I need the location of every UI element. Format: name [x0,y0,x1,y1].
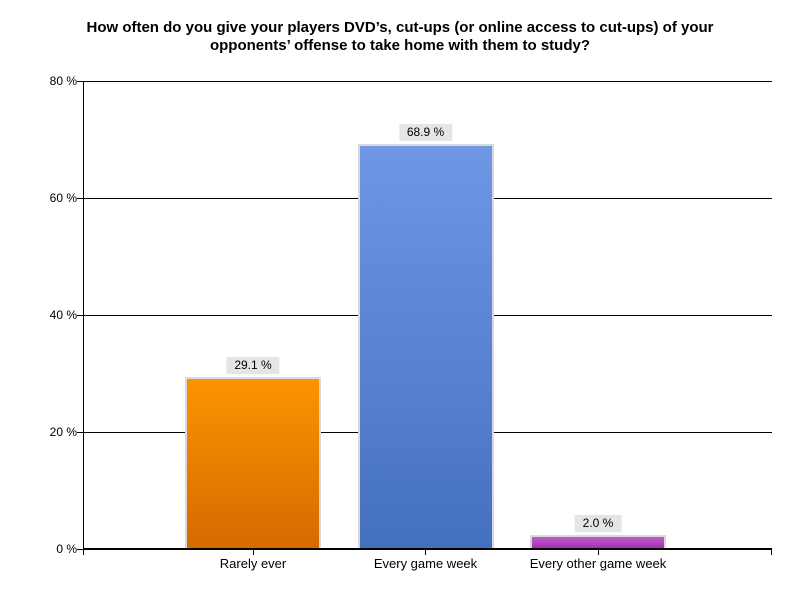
y-axis-tick [77,80,83,82]
y-axis-tick [77,197,83,199]
y-axis-tick [77,314,83,316]
bar-every-game-week [357,144,494,549]
bar-value-label-rarely-ever: 29.1 % [226,357,280,374]
gridline-80 [83,80,772,82]
y-axis-tick [77,548,83,550]
bar-value-label-every-other-game-week: 2.0 % [574,515,622,532]
y-axis-tick-label: 80 % [49,74,77,88]
y-axis-tick [77,431,83,433]
x-axis-tick-rarely-ever [252,549,254,555]
y-axis-tick-label: 60 % [49,191,77,205]
x-axis-category-label-rarely-ever: Rarely ever [219,556,287,571]
bar-every-other-game-week [530,535,666,549]
bar-rarely-ever [185,377,321,549]
bar-value-label-every-game-week: 68.9 % [398,124,453,141]
y-axis-tick-label: 20 % [49,425,77,439]
chart-title: How often do you give your players DVD’s… [0,19,800,55]
x-axis-line [83,548,772,550]
x-axis-category-label-every-other-game-week: Every other game week [529,556,667,571]
y-axis-tick-label: 40 % [49,308,77,322]
x-axis-tick-every-other-game-week [597,549,599,555]
chart-title-line-2: opponents’ offense to take home with the… [209,37,591,54]
y-axis-tick-label: 0 % [56,542,77,556]
y-axis-line [83,81,84,555]
plot-area: 0 % 20 % 40 % 60 % 80 % 29.1 % Rarely ever 68.9… [50,74,772,571]
x-axis-end-tick [771,549,772,555]
x-axis-tick-every-game-week [425,549,426,555]
chart-title-line-1: How often do you give your players DVD’s… [86,19,714,36]
x-axis-category-label-every-game-week: Every game week [373,556,478,571]
